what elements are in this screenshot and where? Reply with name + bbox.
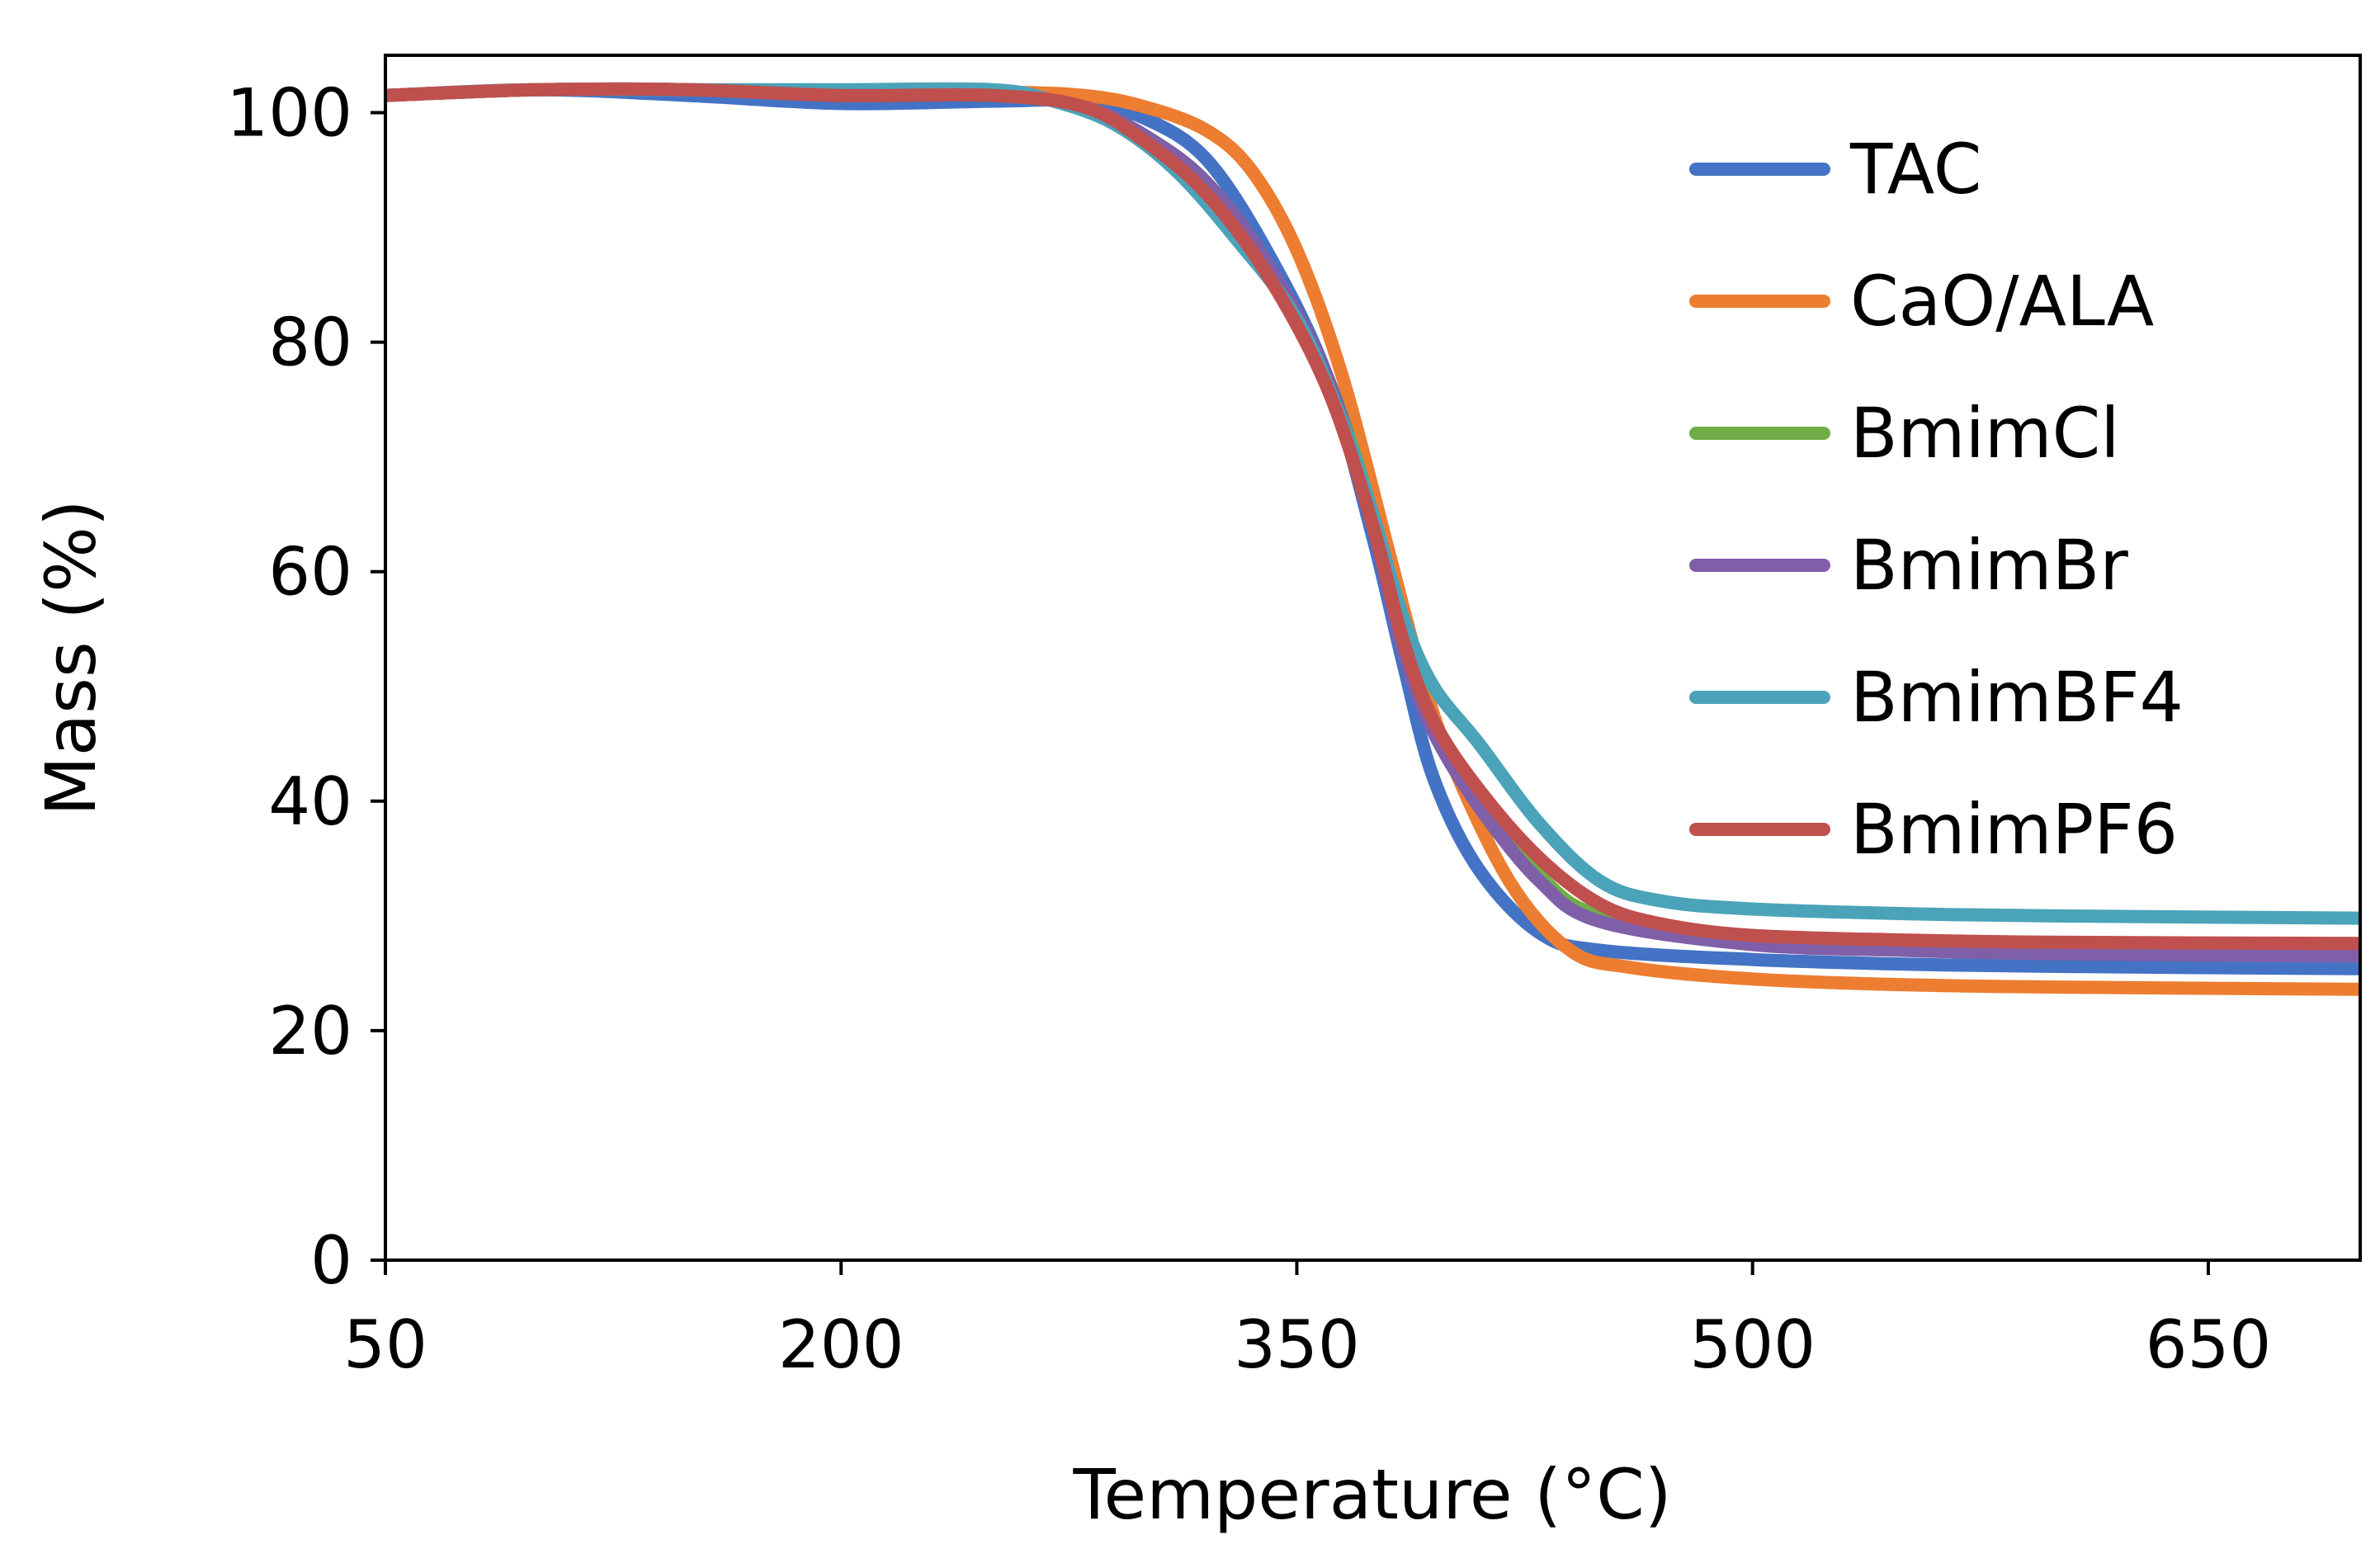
y-tick-label: 80 <box>268 305 352 381</box>
legend-label-bmimpf6: BmimPF6 <box>1850 789 2178 870</box>
series-layer <box>385 82 2360 996</box>
x-tick-label: 50 <box>343 1306 427 1383</box>
y-axis: 0 20 40 60 80 100 <box>226 75 385 1299</box>
x-tick-label: 500 <box>1689 1306 1816 1383</box>
x-tick-label: 350 <box>1234 1306 1360 1383</box>
y-tick-label: 20 <box>268 993 352 1070</box>
x-tick-label: 650 <box>2146 1306 2272 1383</box>
plot-area-border <box>384 54 2362 1262</box>
y-tick-label: 0 <box>310 1222 352 1299</box>
x-tick-label: 200 <box>778 1306 904 1383</box>
y-tick-label: 60 <box>268 534 352 611</box>
x-axis-title: Temperature (°C) <box>1073 1454 1672 1535</box>
legend-label-bmimbr: BmimBr <box>1850 525 2128 606</box>
legend-label-bmimcl: BmimCl <box>1850 393 2120 474</box>
legend-label-tac: TAC <box>1849 129 1981 210</box>
y-axis-title: Mass (%) <box>31 499 111 816</box>
y-tick-label: 100 <box>226 75 352 152</box>
x-axis: 50 200 350 500 650 <box>343 1260 2271 1383</box>
legend: TAC CaO/ALA BmimCl BmimBr BmimBF4 BmimPF6 <box>1689 129 2184 870</box>
legend-label-cao-ala: CaO/ALA <box>1850 261 2154 342</box>
y-tick-label: 40 <box>268 763 352 840</box>
series-line-bmimpf6 <box>385 82 2360 951</box>
legend-label-bmimbf4: BmimBF4 <box>1850 657 2184 738</box>
